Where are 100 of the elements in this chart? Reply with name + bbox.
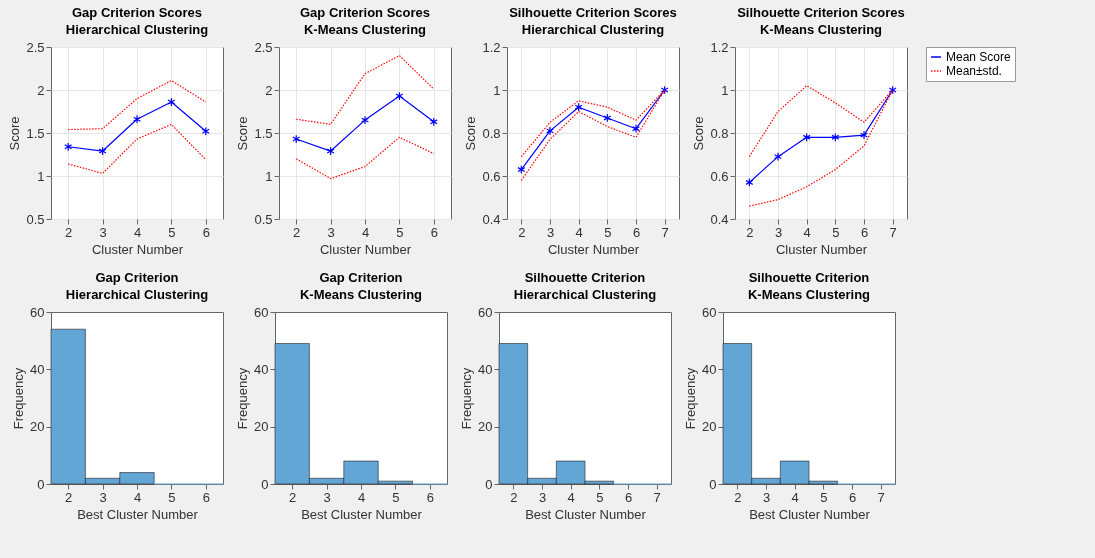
x-tick-label: 7 [653, 489, 661, 505]
line-series [295, 136, 435, 180]
x-tick-label: 4 [133, 489, 142, 505]
x-tick-label: 6 [426, 489, 434, 505]
chart-subtitle: K-Means Clustering [299, 287, 423, 302]
x-tick-label: 5 [168, 489, 176, 505]
x-tick-label: 5 [604, 224, 612, 240]
x-tick-label: 2 [65, 489, 73, 505]
y-axis-title: Score [235, 116, 251, 151]
x-axis-title: Cluster Number [91, 241, 184, 257]
chart-subtitle: Hierarchical Clustering [513, 287, 657, 302]
x-tick-label: 2 [518, 224, 526, 240]
point [395, 91, 404, 101]
x-axis-title: Cluster Number [547, 241, 640, 257]
chart-title: Silhouette Criterion [748, 270, 870, 285]
chart-subtitle: K-Means Clustering [747, 287, 871, 302]
line-series [295, 55, 435, 125]
y-tick-label: 60 [254, 304, 269, 320]
y-tick-label: 60 [478, 304, 493, 320]
x-tick-label: 7 [889, 224, 897, 240]
x-tick-label: 5 [396, 224, 404, 240]
y-tick-label: 1 [721, 82, 729, 98]
x-axis-title: Best Cluster Number [77, 506, 199, 522]
point [429, 117, 438, 127]
x-tick-label: 3 [99, 489, 107, 505]
point [574, 102, 583, 112]
x-tick-label: 3 [99, 224, 107, 240]
y-tick-label: 2.5 [26, 39, 45, 55]
y-tick-label: 0 [261, 476, 269, 492]
y-tick-label: 60 [702, 304, 717, 320]
y-tick-label: 20 [478, 419, 493, 435]
x-tick-label: 3 [327, 224, 335, 240]
y-tick-label: 0.6 [482, 168, 501, 184]
y-tick-label: 1 [37, 168, 45, 184]
line-series [67, 123, 207, 175]
x-tick-label: 7 [661, 224, 669, 240]
point [546, 126, 554, 136]
y-tick-label: 1.5 [26, 125, 45, 141]
x-tick-label: 4 [803, 224, 811, 240]
x-tick-label: 3 [774, 224, 783, 240]
point [98, 146, 107, 156]
y-tick-label: 0.4 [482, 211, 501, 227]
point [517, 165, 526, 175]
x-tick-label: 3 [546, 224, 555, 240]
x-tick-label: 5 [392, 489, 400, 505]
y-tick-label: 1.2 [710, 39, 729, 55]
y-tick-label: 40 [254, 361, 269, 377]
x-tick-label: 3 [762, 489, 771, 505]
point [860, 130, 868, 140]
y-tick-label: 0.4 [710, 211, 729, 227]
x-tick-label: 5 [168, 224, 176, 240]
y-tick-label: 40 [30, 361, 45, 377]
x-tick-label: 6 [202, 489, 210, 505]
y-tick-label: 1 [493, 82, 501, 98]
legend-label: Mean Score [946, 50, 1012, 64]
y-axis-title: Score [463, 116, 479, 151]
x-tick-label: 2 [734, 489, 742, 505]
point [660, 85, 669, 95]
y-tick-label: 1 [265, 168, 273, 184]
point [201, 126, 210, 136]
chart-title: Gap Criterion [319, 270, 403, 285]
x-tick-label: 4 [357, 489, 366, 505]
point [361, 115, 369, 125]
point [64, 142, 73, 152]
x-axis-title: Best Cluster Number [749, 506, 871, 522]
point [167, 97, 176, 107]
point [802, 132, 811, 142]
chart-subtitle: Hierarchical Clustering [521, 22, 665, 37]
chart-title: Silhouette Criterion Scores [737, 5, 905, 20]
chart-title: Gap Criterion [95, 270, 179, 285]
legend-label: Mean±std. [946, 64, 1002, 78]
y-tick-label: 40 [478, 361, 493, 377]
x-axis-title: Best Cluster Number [301, 506, 423, 522]
y-tick-label: 0.8 [482, 125, 501, 141]
chart-subtitle: K-Means Clustering [759, 22, 883, 37]
x-tick-label: 5 [596, 489, 604, 505]
y-tick-label: 1.5 [254, 125, 273, 141]
x-tick-label: 4 [567, 489, 575, 505]
chart-subtitle: Hierarchical Clustering [65, 287, 209, 302]
y-tick-label: 40 [702, 361, 717, 377]
y-axis-title: Frequency [459, 367, 475, 430]
point [774, 152, 782, 162]
y-tick-label: 0 [37, 476, 45, 492]
chart-subtitle: Hierarchical Clustering [65, 22, 209, 37]
y-axis-title: Frequency [11, 367, 27, 430]
y-tick-label: 1.2 [482, 39, 501, 55]
x-tick-label: 2 [746, 224, 754, 240]
point [632, 124, 640, 134]
y-axis-title: Score [7, 116, 23, 151]
y-tick-label: 0.5 [254, 211, 273, 227]
point [603, 113, 612, 123]
x-tick-label: 6 [632, 224, 641, 240]
x-tick-label: 2 [510, 489, 518, 505]
x-tick-label: 6 [860, 224, 869, 240]
point [888, 85, 897, 95]
y-tick-label: 0 [709, 476, 717, 492]
y-tick-label: 2 [37, 82, 45, 98]
chart-title: Gap Criterion Scores [71, 5, 203, 20]
x-axis-title: Best Cluster Number [525, 506, 647, 522]
x-tick-label: 2 [293, 224, 301, 240]
